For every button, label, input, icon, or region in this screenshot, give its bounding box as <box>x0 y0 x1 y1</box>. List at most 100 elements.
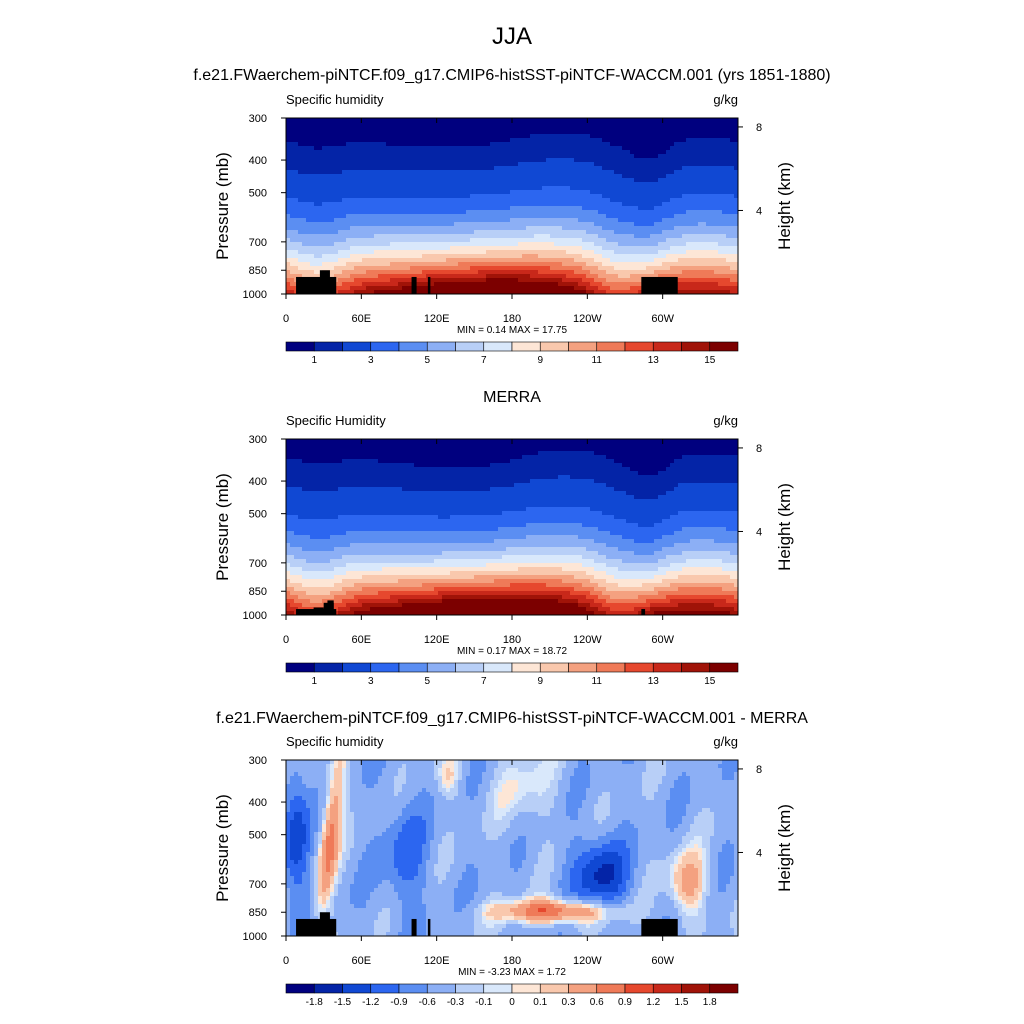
heatmap-cell <box>494 286 499 291</box>
heatmap-cell <box>686 146 691 151</box>
heatmap-cell <box>362 186 367 191</box>
heatmap-cell <box>594 206 599 211</box>
heatmap-cell <box>378 258 383 263</box>
heatmap-cell <box>522 270 527 275</box>
heatmap-cell <box>358 178 363 183</box>
heatmap-cell <box>566 186 571 191</box>
heatmap-cell <box>450 154 455 159</box>
heatmap-cell <box>526 206 531 211</box>
heatmap-cell <box>538 142 543 147</box>
heatmap-cell <box>378 130 383 135</box>
heatmap-cell <box>678 198 683 203</box>
heatmap-cell <box>346 190 351 195</box>
heatmap-cell <box>370 194 375 199</box>
heatmap-cell <box>346 162 351 167</box>
heatmap-cell <box>498 262 503 267</box>
heatmap-cell <box>662 242 667 247</box>
heatmap-cell <box>638 166 643 171</box>
heatmap-cell <box>602 226 607 231</box>
heatmap-cell <box>674 158 679 163</box>
heatmap-cell <box>334 286 339 291</box>
heatmap-cell <box>286 170 291 175</box>
heatmap-cell <box>626 214 631 219</box>
heatmap-cell <box>698 286 703 291</box>
heatmap-cell <box>298 270 303 275</box>
heatmap-cell <box>714 186 719 191</box>
heatmap-cell <box>474 278 479 283</box>
heatmap-cell <box>530 262 535 267</box>
heatmap-cell <box>454 258 459 263</box>
heatmap-cell <box>362 174 367 179</box>
heatmap-cell <box>354 198 359 203</box>
heatmap-cell <box>494 274 499 279</box>
heatmap-cell <box>382 254 387 259</box>
heatmap-cell <box>682 162 687 167</box>
heatmap-cell <box>390 158 395 163</box>
heatmap-cell <box>726 194 731 199</box>
heatmap-cell <box>330 250 335 255</box>
heatmap-cell <box>566 218 571 223</box>
heatmap-cell <box>402 138 407 143</box>
heatmap-cell <box>302 226 307 231</box>
heatmap-cell <box>302 262 307 267</box>
heatmap-cell <box>646 194 651 199</box>
heatmap-cell <box>354 134 359 139</box>
heatmap-cell <box>426 190 431 195</box>
heatmap-cell <box>454 266 459 271</box>
heatmap-cell <box>598 118 603 123</box>
heatmap-cell <box>378 162 383 167</box>
heatmap-cell <box>326 182 331 187</box>
heatmap-cell <box>442 214 447 219</box>
heatmap-cell <box>362 214 367 219</box>
heatmap-cell <box>414 202 419 207</box>
heatmap-cell <box>634 130 639 135</box>
heatmap-cell <box>626 134 631 139</box>
heatmap-cell <box>734 242 739 247</box>
heatmap-cell <box>470 270 475 275</box>
heatmap-cell <box>458 182 463 187</box>
heatmap-cell <box>550 174 555 179</box>
heatmap-cell <box>490 118 495 123</box>
heatmap-cell <box>706 194 711 199</box>
heatmap-cell <box>430 230 435 235</box>
heatmap-cell <box>614 206 619 211</box>
heatmap-cell <box>306 234 311 239</box>
heatmap-cell <box>482 278 487 283</box>
heatmap-cell <box>546 270 551 275</box>
heatmap-cell <box>386 230 391 235</box>
heatmap-cell <box>682 262 687 267</box>
heatmap-cell <box>694 206 699 211</box>
heatmap-cell <box>466 154 471 159</box>
heatmap-cell <box>518 278 523 283</box>
heatmap-cell <box>466 270 471 275</box>
heatmap-cell <box>342 250 347 255</box>
heatmap-cell <box>306 238 311 243</box>
heatmap-cell <box>654 270 659 275</box>
heatmap-cell <box>290 158 295 163</box>
heatmap-cell <box>462 182 467 187</box>
heatmap-cell <box>398 126 403 131</box>
heatmap-cell <box>594 230 599 235</box>
heatmap-cell <box>494 166 499 171</box>
heatmap-cell <box>378 138 383 143</box>
heatmap-cell <box>398 258 403 263</box>
heatmap-cell <box>510 178 515 183</box>
heatmap-cell <box>290 174 295 179</box>
heatmap-cell <box>478 258 483 263</box>
heatmap-cell <box>310 274 315 279</box>
heatmap-cell <box>554 242 559 247</box>
heatmap-cell <box>318 198 323 203</box>
heatmap-cell <box>322 178 327 183</box>
heatmap-cell <box>398 186 403 191</box>
heatmap-cell <box>370 254 375 259</box>
heatmap-cell <box>334 166 339 171</box>
heatmap-cell <box>606 270 611 275</box>
heatmap-cell <box>474 254 479 259</box>
heatmap-cell <box>582 258 587 263</box>
heatmap-cell <box>618 142 623 147</box>
heatmap-cell <box>354 178 359 183</box>
heatmap-cell <box>474 166 479 171</box>
heatmap-cell <box>434 166 439 171</box>
heatmap-cell <box>574 130 579 135</box>
heatmap-cell <box>434 170 439 175</box>
